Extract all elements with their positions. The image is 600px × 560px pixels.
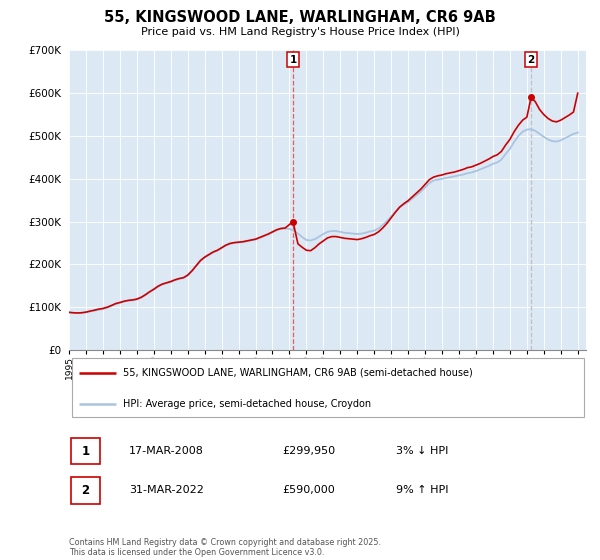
Text: 3% ↓ HPI: 3% ↓ HPI bbox=[396, 446, 448, 456]
Text: 2: 2 bbox=[82, 484, 89, 497]
Text: 55, KINGSWOOD LANE, WARLINGHAM, CR6 9AB: 55, KINGSWOOD LANE, WARLINGHAM, CR6 9AB bbox=[104, 10, 496, 25]
FancyBboxPatch shape bbox=[71, 438, 100, 464]
Text: 55, KINGSWOOD LANE, WARLINGHAM, CR6 9AB (semi-detached house): 55, KINGSWOOD LANE, WARLINGHAM, CR6 9AB … bbox=[124, 368, 473, 378]
Text: 31-MAR-2022: 31-MAR-2022 bbox=[129, 485, 204, 495]
Text: Price paid vs. HM Land Registry's House Price Index (HPI): Price paid vs. HM Land Registry's House … bbox=[140, 27, 460, 37]
Text: HPI: Average price, semi-detached house, Croydon: HPI: Average price, semi-detached house,… bbox=[124, 399, 371, 409]
FancyBboxPatch shape bbox=[71, 478, 100, 503]
Text: 17-MAR-2008: 17-MAR-2008 bbox=[129, 446, 204, 456]
Text: £590,000: £590,000 bbox=[282, 485, 335, 495]
FancyBboxPatch shape bbox=[71, 358, 584, 417]
Text: £299,950: £299,950 bbox=[282, 446, 335, 456]
Text: Contains HM Land Registry data © Crown copyright and database right 2025.
This d: Contains HM Land Registry data © Crown c… bbox=[69, 538, 381, 557]
Text: 1: 1 bbox=[289, 55, 296, 65]
Text: 1: 1 bbox=[82, 445, 89, 458]
Text: 9% ↑ HPI: 9% ↑ HPI bbox=[396, 485, 449, 495]
Text: 2: 2 bbox=[527, 55, 535, 65]
